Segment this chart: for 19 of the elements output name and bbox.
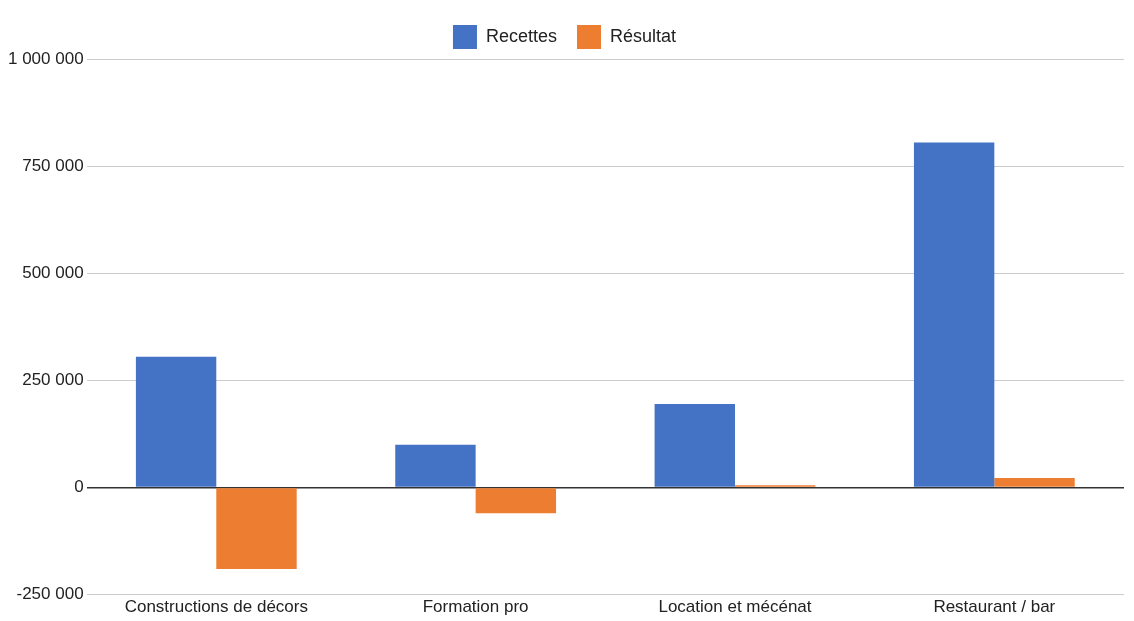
y-tick-label: 0 — [74, 477, 84, 497]
x-tick-label: Restaurant / bar — [933, 597, 1056, 617]
x-tick-label: Location et mécénat — [658, 597, 812, 617]
legend-label: Résultat — [610, 25, 677, 46]
y-tick-label: 750 000 — [22, 155, 84, 175]
x-tick-label: Constructions de décors — [124, 597, 308, 617]
bar — [216, 488, 297, 569]
bar — [395, 444, 476, 487]
bar — [913, 142, 995, 487]
bar — [654, 403, 735, 487]
y-tick-label: 500 000 — [22, 262, 84, 282]
y-tick-label: 250 000 — [22, 370, 84, 390]
y-tick-label: -250 000 — [16, 584, 84, 604]
legend-label: Recettes — [485, 25, 558, 46]
bar — [475, 488, 557, 514]
bar — [994, 478, 1075, 487]
y-tick-label: 1 000 000 — [7, 48, 84, 68]
x-tick-label: Formation pro — [422, 597, 529, 617]
bar — [135, 356, 217, 487]
